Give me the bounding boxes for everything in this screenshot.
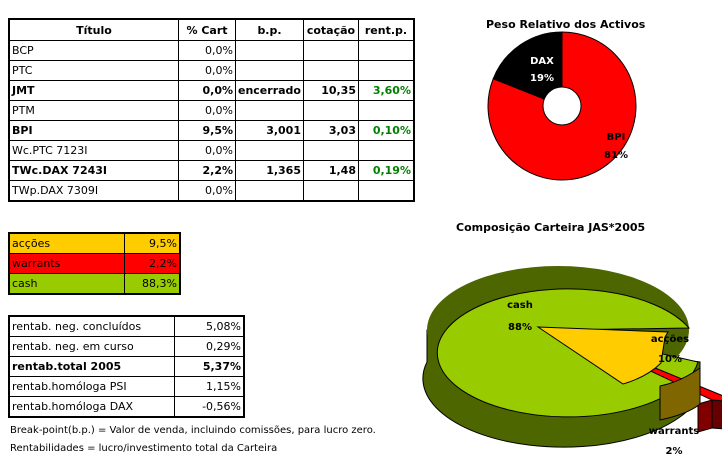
cell-pct: 0,0% <box>178 100 236 121</box>
allocation-value: 9,5% <box>124 232 181 254</box>
cell-rent: 0,19% <box>357 160 415 181</box>
cell-titulo: BCP <box>8 40 179 61</box>
doughnut-chart: DAX 19% BPI 81% <box>487 31 637 181</box>
returns-label: rentab. neg. em curso <box>8 336 175 357</box>
cell-pct: 9,5% <box>178 120 236 141</box>
returns-value: 1,15% <box>174 376 245 397</box>
cell-titulo: Wc.PTC 7123I <box>8 140 179 161</box>
returns-label: rentab.total 2005 <box>8 356 175 377</box>
doughnut-chart-title: Peso Relativo dos Activos <box>486 18 646 31</box>
cell-titulo: TWc.DAX 7243I <box>8 160 179 181</box>
cell-titulo: PTC <box>8 60 179 81</box>
cell-bp <box>235 60 304 81</box>
returns-row: rentab. neg. em curso 0,29% <box>8 336 245 357</box>
cell-cotacao <box>302 40 359 61</box>
cell-bp: encerrado <box>235 80 304 101</box>
returns-note: Rentabilidades = lucro/investimento tota… <box>10 443 278 454</box>
cell-pct: 0,0% <box>178 180 236 202</box>
returns-value: 5,08% <box>174 315 245 337</box>
table-row: Wc.PTC 7123I 0,0% <box>8 140 415 161</box>
slice-dax <box>492 31 563 107</box>
breakpoint-note: Break-point(b.p.) = Valor de venda, incl… <box>10 425 376 436</box>
col-cotacao: cotação <box>302 18 359 41</box>
cell-cotacao <box>302 140 359 161</box>
header-row: Título % Cart b.p. cotação rent.p. <box>8 18 415 41</box>
cell-titulo: JMT <box>8 80 179 101</box>
allocation-label: acções <box>8 232 125 254</box>
table-row: BCP 0,0% <box>8 40 415 61</box>
table-row: PTC 0,0% <box>8 60 415 81</box>
table-row: TWc.DAX 7243I 2,2% 1,365 1,48 0,19% <box>8 160 415 181</box>
returns-row: rentab.total 2005 5,37% <box>8 356 245 377</box>
warrants-pct: 2% <box>666 446 683 457</box>
cell-rent: 3,60% <box>357 80 415 101</box>
returns-value: 5,37% <box>174 356 245 377</box>
cell-rent <box>357 100 415 121</box>
cell-cotacao: 1,48 <box>302 160 359 181</box>
cell-titulo: TWp.DAX 7309I <box>8 180 179 202</box>
cell-bp <box>235 140 304 161</box>
allocation-row: warrants 2,2% <box>8 253 181 274</box>
cell-cotacao: 10,35 <box>302 80 359 101</box>
accoes-label: acções <box>651 334 689 345</box>
cell-bp <box>235 180 304 202</box>
cell-cotacao <box>302 60 359 81</box>
warrants-label: warrants <box>649 426 699 437</box>
cell-rent <box>357 180 415 202</box>
cell-cotacao <box>302 180 359 202</box>
col-titulo: Título <box>8 18 179 41</box>
allocation-table: acções 9,5% warrants 2,2% cash 88,3% <box>8 232 181 295</box>
cell-bp <box>235 100 304 121</box>
allocation-label: warrants <box>8 253 125 274</box>
cell-bp: 3,001 <box>235 120 304 141</box>
slice-bpi <box>487 31 637 181</box>
cell-bp: 1,365 <box>235 160 304 181</box>
allocation-label: cash <box>8 273 125 295</box>
cell-pct: 0,0% <box>178 60 236 81</box>
table-row: TWp.DAX 7309I 0,0% <box>8 180 415 202</box>
dax-label: DAX <box>530 56 554 67</box>
cell-bp <box>235 40 304 61</box>
cell-pct: 2,2% <box>178 160 236 181</box>
col-bp: b.p. <box>235 18 304 41</box>
cell-rent: 0,10% <box>357 120 415 141</box>
bpi-pct: 81% <box>604 150 628 161</box>
returns-value: -0,56% <box>174 396 245 418</box>
cell-titulo: PTM <box>8 100 179 121</box>
allocation-value: 2,2% <box>124 253 181 274</box>
allocation-row: acções 9,5% <box>8 232 181 254</box>
returns-row: rentab. neg. concluídos 5,08% <box>8 315 245 337</box>
allocation-row: cash 88,3% <box>8 273 181 295</box>
returns-row: rentab.homóloga PSI 1,15% <box>8 376 245 397</box>
dax-pct: 19% <box>530 73 554 84</box>
pie-3d-chart: cash 88% acções 10% warrants 2% <box>422 266 722 457</box>
returns-value: 0,29% <box>174 336 245 357</box>
returns-label: rentab. neg. concluídos <box>8 315 175 337</box>
cell-pct: 0,0% <box>178 80 236 101</box>
returns-row: rentab.homóloga DAX -0,56% <box>8 396 245 418</box>
cell-rent <box>357 40 415 61</box>
cell-titulo: BPI <box>8 120 179 141</box>
allocation-value: 88,3% <box>124 273 181 295</box>
cell-rent <box>357 140 415 161</box>
cell-cotacao <box>302 100 359 121</box>
col-pct-cart: % Cart <box>178 18 236 41</box>
cell-pct: 0,0% <box>178 40 236 61</box>
holdings-table: Título % Cart b.p. cotação rent.p. BCP 0,… <box>8 18 415 202</box>
returns-label: rentab.homóloga PSI <box>8 376 175 397</box>
bpi-label: BPI <box>607 132 626 143</box>
returns-label: rentab.homóloga DAX <box>8 396 175 418</box>
col-rent-p: rent.p. <box>357 18 415 41</box>
table-row: BPI 9,5% 3,001 3,03 0,10% <box>8 120 415 141</box>
pie-chart-title: Composição Carteira JAS*2005 <box>456 221 646 234</box>
cell-cotacao: 3,03 <box>302 120 359 141</box>
cash-pct: 88% <box>508 322 532 333</box>
returns-table: rentab. neg. concluídos 5,08% rentab. neg.… <box>8 315 245 418</box>
table-row: JMT 0,0% encerrado 10,35 3,60% <box>8 80 415 101</box>
accoes-pct: 10% <box>658 354 682 365</box>
cell-rent <box>357 60 415 81</box>
cell-pct: 0,0% <box>178 140 236 161</box>
table-row: PTM 0,0% <box>8 100 415 121</box>
cash-label: cash <box>507 300 533 311</box>
